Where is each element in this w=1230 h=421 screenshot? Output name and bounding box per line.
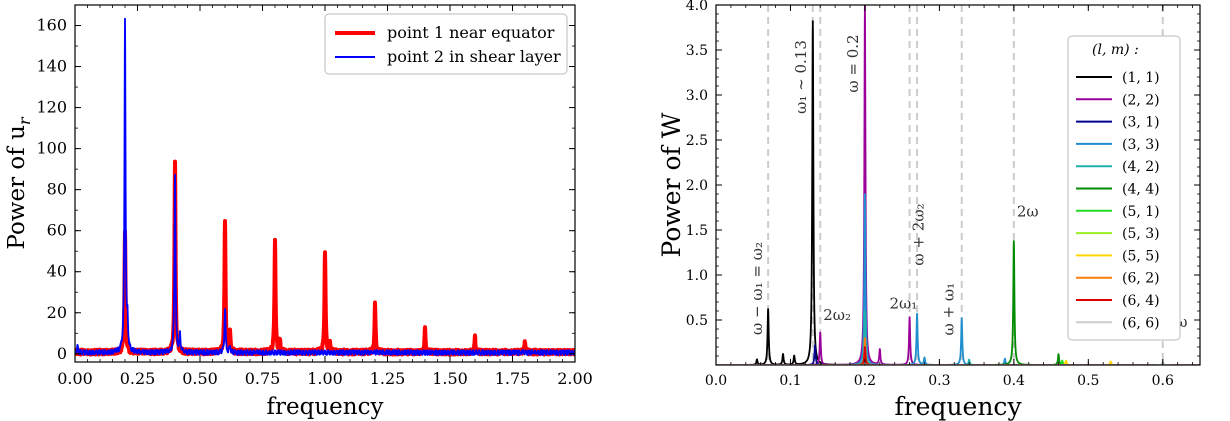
legend-entry: (5, 3): [1122, 226, 1160, 242]
peak-annotation: 2ω₁: [889, 294, 917, 312]
chart-right-power-w: 0.0 0.1 0.2 0.3 0.4 0.5 0.6 0.5 1.0 1.5 2.0 2.5 3.0 3…: [657, 0, 1201, 421]
legend-box: [324, 13, 568, 75]
x-tick-label: 0.3: [928, 373, 950, 389]
x-axis-label: frequency: [894, 392, 1022, 421]
legend-entry: (2, 2): [1122, 92, 1160, 108]
x-tick-label: 0.25: [120, 369, 156, 388]
x-tick-label: 0.6: [1152, 373, 1174, 389]
legend-title: (l, m) :: [1092, 42, 1139, 58]
x-axis-label: frequency: [267, 394, 384, 420]
y-axis-label: Power of ur: [4, 116, 34, 249]
chart-left-power-ur: 0.00 0.25 0.50 0.75 1.00 1.25 1.50 1.75 2.00 0 20 4…: [4, 4, 593, 420]
x-tick-label: 1.00: [307, 369, 343, 388]
x-tick-label: 2.00: [557, 369, 593, 388]
y-tick-label: 100: [36, 139, 67, 158]
y-tick-label: 0.5: [686, 313, 708, 329]
legend-entry: (4, 2): [1122, 159, 1160, 175]
x-tick-label: 0.75: [245, 369, 281, 388]
y-tick-label: 140: [36, 57, 67, 76]
y-tick-label: 4.0: [686, 0, 708, 14]
x-tick-label: 1.25: [370, 369, 406, 388]
legend-entry: (6, 4): [1122, 293, 1160, 309]
peak-annotation: ω₁ ∼ 0.13: [792, 40, 810, 114]
legend-entry: (4, 4): [1122, 182, 1160, 198]
y-tick-label: 3.5: [686, 43, 708, 59]
series-line-1: [75, 17, 575, 356]
x-tick-label: 0.5: [1077, 373, 1099, 389]
y-tick-label: 60: [47, 221, 67, 240]
legend-entry: (5, 5): [1122, 248, 1160, 264]
x-tick-label: 0.2: [854, 373, 876, 389]
x-tick-label: 0.50: [182, 369, 218, 388]
legend-entry: (3, 1): [1122, 115, 1160, 131]
x-tick-label: 1.75: [495, 369, 531, 388]
peak-annotation: 2ω: [1017, 203, 1039, 221]
y-tick-label: 2.0: [686, 178, 708, 194]
x-tick-label: 0.4: [1003, 373, 1025, 389]
peak-annotation: ω = 0.2: [844, 34, 862, 92]
peak-annotation: 2ω₂: [823, 306, 851, 324]
y-tick-label: 0: [57, 344, 67, 363]
y-tick-label: 120: [36, 98, 67, 117]
peak-annotation: ω + 2ω₂: [910, 203, 928, 265]
y-tick-label: 3.0: [686, 88, 708, 104]
peak-annotation: ω + ω₁: [940, 283, 958, 336]
legend-entry: (3, 3): [1122, 137, 1160, 153]
x-tick-label: 1.50: [432, 369, 468, 388]
legend-entry: (1, 1): [1122, 70, 1160, 86]
x-tick-label: 0.0: [705, 373, 727, 389]
legend-entry: (5, 1): [1122, 204, 1160, 220]
y-tick-label: 80: [47, 180, 67, 199]
y-tick-label: 2.5: [686, 133, 708, 149]
y-tick-label: 1.0: [686, 268, 708, 284]
legend-entry: (6, 6): [1122, 315, 1160, 331]
x-tick-label: 0.00: [57, 369, 93, 388]
legend-entry: point 1 near equator: [387, 23, 555, 42]
y-tick-label: 40: [47, 262, 67, 281]
legend-entry: (6, 2): [1122, 271, 1160, 287]
peak-annotation: ω − ω₁ = ω₂: [748, 242, 766, 335]
x-tick-label: 0.1: [779, 373, 801, 389]
y-tick-label: 160: [36, 16, 67, 35]
y-tick-label: 1.5: [686, 223, 708, 239]
plot-area: [75, 17, 575, 357]
y-tick-label: 20: [47, 303, 67, 322]
legend-entry: point 2 in shear layer: [387, 47, 561, 66]
y-axis-label: Power of W: [657, 112, 686, 257]
legend-box: [1067, 35, 1181, 341]
